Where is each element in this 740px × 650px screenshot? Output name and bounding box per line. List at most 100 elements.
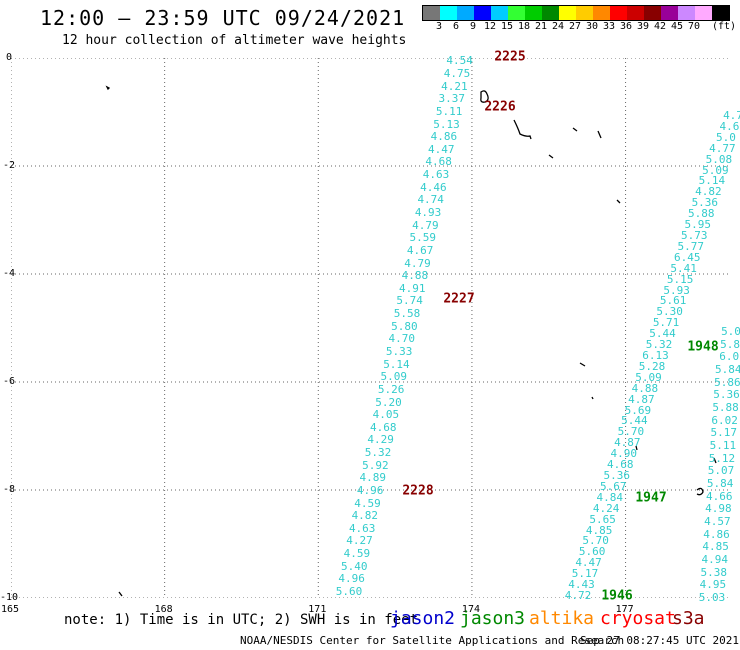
y-axis-label: -2: [3, 160, 16, 171]
swh-value: 4.63: [422, 168, 450, 182]
island-outline: [616, 199, 621, 204]
swh-value: 4.88: [631, 381, 659, 395]
color-scale-label: 6: [452, 21, 460, 32]
y-axis-label: -8: [3, 484, 16, 495]
color-scale-label: 18: [517, 21, 531, 32]
swh-value: 5.58: [393, 307, 421, 321]
swh-value: 5.60: [335, 585, 363, 598]
swh-value: 5.65: [589, 512, 616, 526]
swh-value: 5.0: [716, 130, 736, 144]
swh-value: 5.92: [362, 458, 389, 472]
swh-value: 4.98: [705, 502, 732, 516]
pass-time-label: 1947: [635, 490, 667, 506]
swh-value: 4.24: [592, 501, 620, 515]
swh-value: 4.67: [406, 243, 434, 257]
island-outline: [635, 445, 638, 451]
color-scale-label: 70: [687, 21, 701, 32]
map-plot: [11, 58, 728, 598]
swh-value: 5.12: [708, 451, 736, 465]
swh-value: 4.96: [338, 572, 365, 586]
swh-value: 5.11: [435, 104, 463, 118]
swh-value: 4.93: [414, 206, 442, 219]
credit-line: NOAA/NESDIS Center for Satellite Applica…: [240, 634, 625, 647]
swh-value: 4.89: [359, 471, 386, 485]
color-swatch: [440, 6, 457, 20]
island-outline: [597, 130, 602, 139]
swh-value: 4.96: [356, 483, 384, 497]
swh-value: 5.69: [624, 403, 652, 417]
color-swatch: [508, 6, 525, 20]
swh-value: 5.93: [663, 283, 690, 297]
page-title: 12:00 – 23:59 UTC 09/24/2021: [40, 6, 406, 30]
swh-value: 5.32: [364, 446, 392, 460]
color-swatch: [695, 6, 712, 20]
color-scale-label: 39: [636, 21, 650, 32]
color-swatch: [525, 6, 542, 20]
swh-value: 5.73: [681, 229, 708, 242]
swh-value: 5.14: [698, 174, 726, 188]
swh-value: 5.44: [649, 327, 676, 341]
swh-value: 4.29: [367, 433, 394, 447]
color-scale-label: 42: [653, 21, 667, 32]
footer-note: note: 1) Time is in UTC; 2) SWH is in fe…: [64, 612, 419, 628]
swh-value: 5.32: [645, 338, 673, 352]
color-swatch: [644, 6, 661, 20]
color-swatch: [661, 6, 678, 20]
color-swatch: [593, 6, 610, 20]
pass-time-label: 2226: [484, 99, 516, 115]
swh-value: 5.13: [433, 117, 460, 131]
swh-value: 5.86: [714, 375, 740, 389]
color-scale-label: 45: [670, 21, 684, 32]
color-scale-bar: [422, 5, 730, 21]
pass-time-label: 2225: [494, 49, 526, 65]
swh-value: 5.33: [385, 344, 413, 358]
island-outline: [696, 487, 704, 496]
swh-value: 4.86: [430, 130, 458, 144]
swh-value: 4.88: [401, 269, 429, 283]
page-subtitle: 12 hour collection of altimeter wave hei…: [62, 33, 407, 48]
swh-value: 5.09: [702, 163, 729, 177]
swh-value: 5.0: [721, 325, 740, 338]
color-scale-label: 24: [551, 21, 565, 32]
island-outline: [118, 591, 123, 597]
color-scale-label: 15: [500, 21, 514, 32]
swh-value: 4.54: [446, 54, 473, 68]
x-axis-label: 168: [154, 604, 173, 615]
swh-value: 4.91: [399, 281, 426, 295]
swh-value: 5.67: [599, 479, 627, 493]
swh-value: 5.09: [635, 370, 662, 384]
swh-value: 5.80: [391, 319, 418, 333]
swh-value: 4.05: [372, 408, 400, 422]
swh-value: 5.44: [621, 414, 648, 428]
swh-value: 4.47: [427, 142, 455, 156]
color-swatch: [457, 6, 474, 20]
x-axis-label: 171: [308, 604, 327, 615]
swh-value: 5.30: [656, 305, 683, 319]
island-outline: [105, 85, 111, 91]
swh-value: 4.82: [695, 185, 722, 199]
swh-value: 5.71: [652, 316, 680, 330]
swh-value: 5.70: [582, 534, 609, 548]
swh-value: 4.57: [704, 515, 731, 528]
swh-value: 5.07: [707, 464, 735, 478]
legend-item-s3a: s3a: [672, 608, 705, 629]
color-swatch: [474, 6, 491, 20]
color-swatch: [678, 6, 695, 20]
swh-value: 4.84: [596, 490, 623, 504]
color-swatch: [576, 6, 593, 20]
color-scale-label: 33: [602, 21, 616, 32]
island-outline: [572, 127, 578, 132]
y-axis-label: -10: [0, 592, 19, 603]
color-swatch: [423, 6, 440, 20]
swh-value: 4.79: [412, 218, 439, 232]
pass-time-label: 1946: [601, 588, 633, 604]
swh-value: 4.72: [564, 589, 592, 602]
swh-value: 5.11: [709, 439, 737, 452]
swh-value: 4.95: [699, 578, 727, 592]
island-outline: [548, 154, 554, 159]
island-outline: [513, 119, 532, 140]
color-scale-label: 3: [435, 21, 443, 32]
x-axis-label: 165: [1, 604, 20, 615]
color-scale-label: 27: [568, 21, 582, 32]
island-outline: [713, 457, 717, 464]
